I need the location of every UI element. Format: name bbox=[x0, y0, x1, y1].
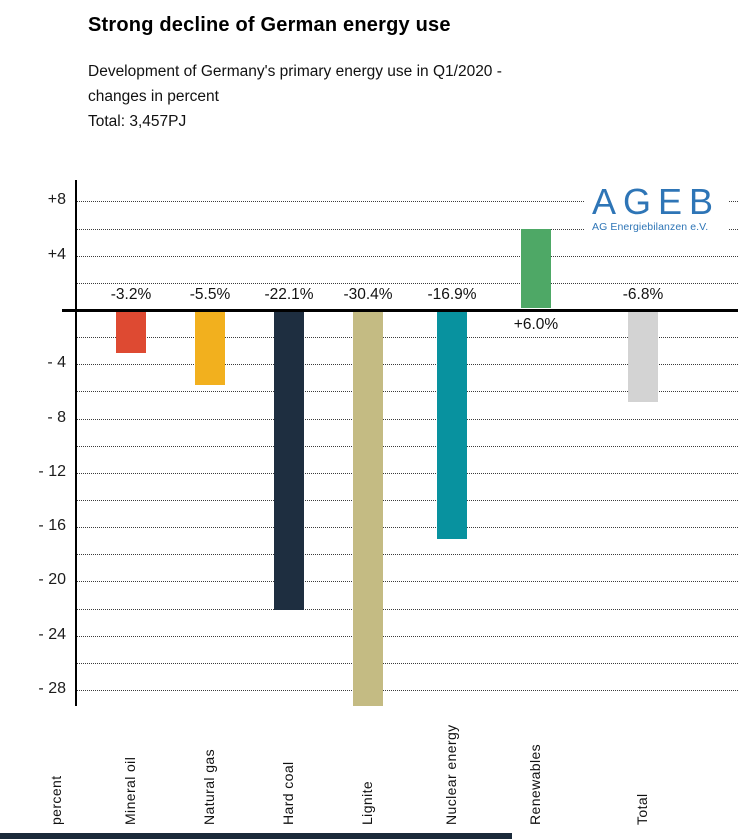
y-axis-line bbox=[75, 180, 77, 706]
chart-header: Strong decline of German energy use Deve… bbox=[88, 14, 708, 134]
x-category-label-hard-coal: Hard coal bbox=[280, 761, 296, 825]
gridline bbox=[75, 663, 738, 664]
gridline bbox=[75, 581, 738, 582]
gridline bbox=[75, 527, 738, 528]
bar-mineral-oil bbox=[116, 312, 146, 353]
page-title: Strong decline of German energy use bbox=[88, 14, 451, 36]
chart-subtitle: Development of Germany's primary energy … bbox=[88, 63, 502, 105]
ageb-logo-text: AGEB bbox=[592, 181, 721, 222]
ageb-logo: AGEB AG Energiebilanzen e.V. bbox=[584, 181, 729, 237]
bar-natural-gas bbox=[195, 312, 225, 385]
bar-renewables bbox=[521, 229, 551, 308]
total-energy-label: Total: 3,457PJ bbox=[88, 113, 187, 130]
x-category-label-renewables: Renewables bbox=[527, 743, 543, 825]
gridline bbox=[75, 500, 738, 501]
y-tick-label: - 28 bbox=[38, 680, 66, 697]
y-tick-label: +4 bbox=[47, 246, 66, 263]
bar-hard-coal bbox=[274, 312, 304, 610]
bar-value-label: -30.4% bbox=[343, 286, 393, 303]
gridline bbox=[75, 419, 738, 420]
gridline bbox=[75, 554, 738, 555]
gridline bbox=[75, 337, 738, 338]
bar-nuclear-energy bbox=[437, 312, 467, 539]
x-category-label-nuclear-energy: Nuclear energy bbox=[443, 724, 459, 825]
bar-lignite bbox=[353, 312, 383, 706]
bar-value-label: -6.8% bbox=[622, 286, 664, 303]
y-axis-title: percent bbox=[48, 775, 64, 826]
ageb-logo-subtext: AG Energiebilanzen e.V. bbox=[592, 221, 709, 233]
gridline bbox=[75, 229, 738, 230]
y-tick-label: - 12 bbox=[38, 463, 66, 480]
gridline bbox=[75, 473, 738, 474]
gridline bbox=[75, 609, 738, 610]
gridline bbox=[75, 636, 738, 637]
x-category-label-natural-gas: Natural gas bbox=[201, 749, 217, 825]
x-category-label-lignite: Lignite bbox=[359, 780, 375, 825]
gridline bbox=[75, 690, 738, 691]
gridline bbox=[75, 364, 738, 365]
y-tick-label: - 24 bbox=[38, 626, 66, 643]
bar-value-label: -16.9% bbox=[427, 286, 477, 303]
y-tick-label: - 16 bbox=[38, 517, 66, 534]
gridline bbox=[75, 446, 738, 447]
x-category-label-total: Total bbox=[634, 793, 650, 825]
gridline bbox=[75, 201, 738, 202]
y-tick-label: - 4 bbox=[47, 354, 66, 371]
bar-value-label: -3.2% bbox=[110, 286, 152, 303]
gridline bbox=[75, 256, 738, 257]
window-edge-strip bbox=[0, 833, 512, 839]
y-tick-label: - 20 bbox=[38, 571, 66, 588]
bar-value-label: -5.5% bbox=[189, 286, 231, 303]
y-tick-label: +8 bbox=[47, 191, 66, 208]
gridline bbox=[75, 391, 738, 392]
zero-baseline bbox=[62, 309, 738, 312]
y-tick-label: - 8 bbox=[47, 409, 66, 426]
gridline bbox=[75, 283, 738, 284]
bar-total bbox=[628, 312, 658, 402]
bar-value-label: -22.1% bbox=[264, 286, 314, 303]
x-category-label-mineral-oil: Mineral oil bbox=[122, 756, 138, 825]
bar-value-label: +6.0% bbox=[513, 316, 559, 333]
